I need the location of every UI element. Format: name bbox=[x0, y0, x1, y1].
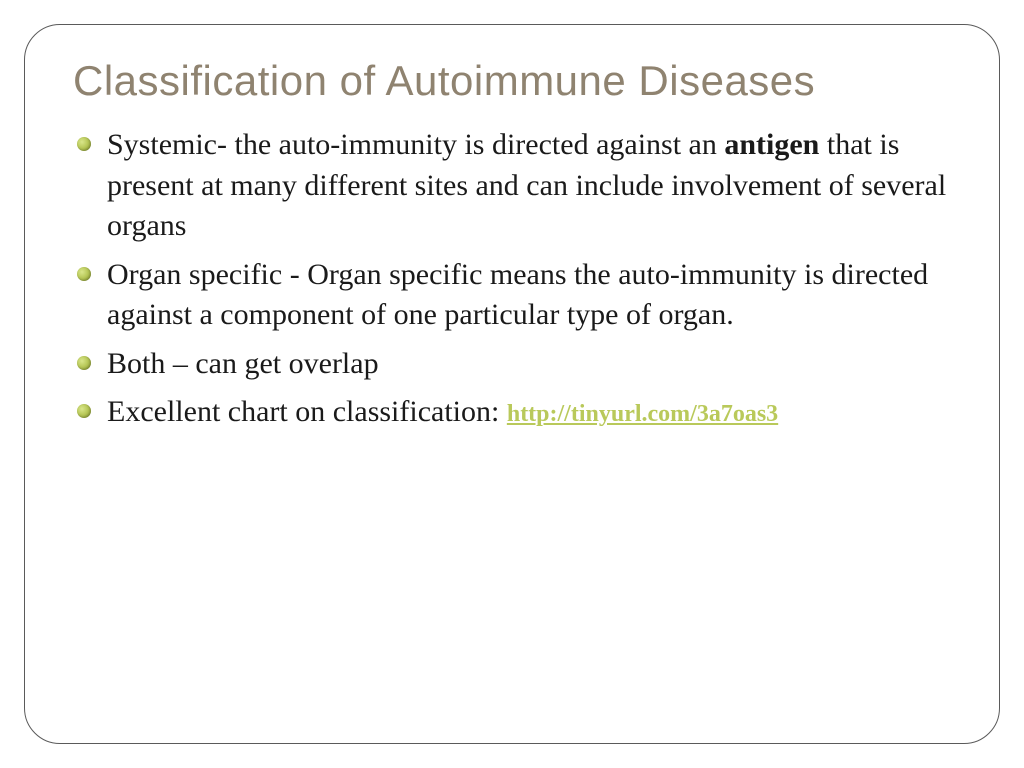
slide-frame: Classification of Autoimmune Diseases Sy… bbox=[24, 24, 1000, 744]
bullet-text-pre: Both – can get overlap bbox=[107, 347, 379, 380]
bullet-text-bold: antigen bbox=[724, 128, 819, 161]
bullet-text-pre: Organ specific - Organ specific means th… bbox=[107, 258, 928, 332]
slide-title: Classification of Autoimmune Diseases bbox=[73, 57, 955, 105]
bullet-text-pre: Excellent chart on classification: bbox=[107, 395, 507, 428]
list-item: Both – can get overlap bbox=[73, 344, 955, 385]
list-item: Excellent chart on classification: http:… bbox=[73, 392, 955, 433]
bullet-list: Systemic- the auto-immunity is directed … bbox=[73, 125, 955, 433]
bullet-text-pre: Systemic- the auto-immunity is directed … bbox=[107, 128, 724, 161]
classification-link[interactable]: http://tinyurl.com/3a7oas3 bbox=[507, 401, 778, 427]
list-item: Organ specific - Organ specific means th… bbox=[73, 255, 955, 336]
list-item: Systemic- the auto-immunity is directed … bbox=[73, 125, 955, 247]
